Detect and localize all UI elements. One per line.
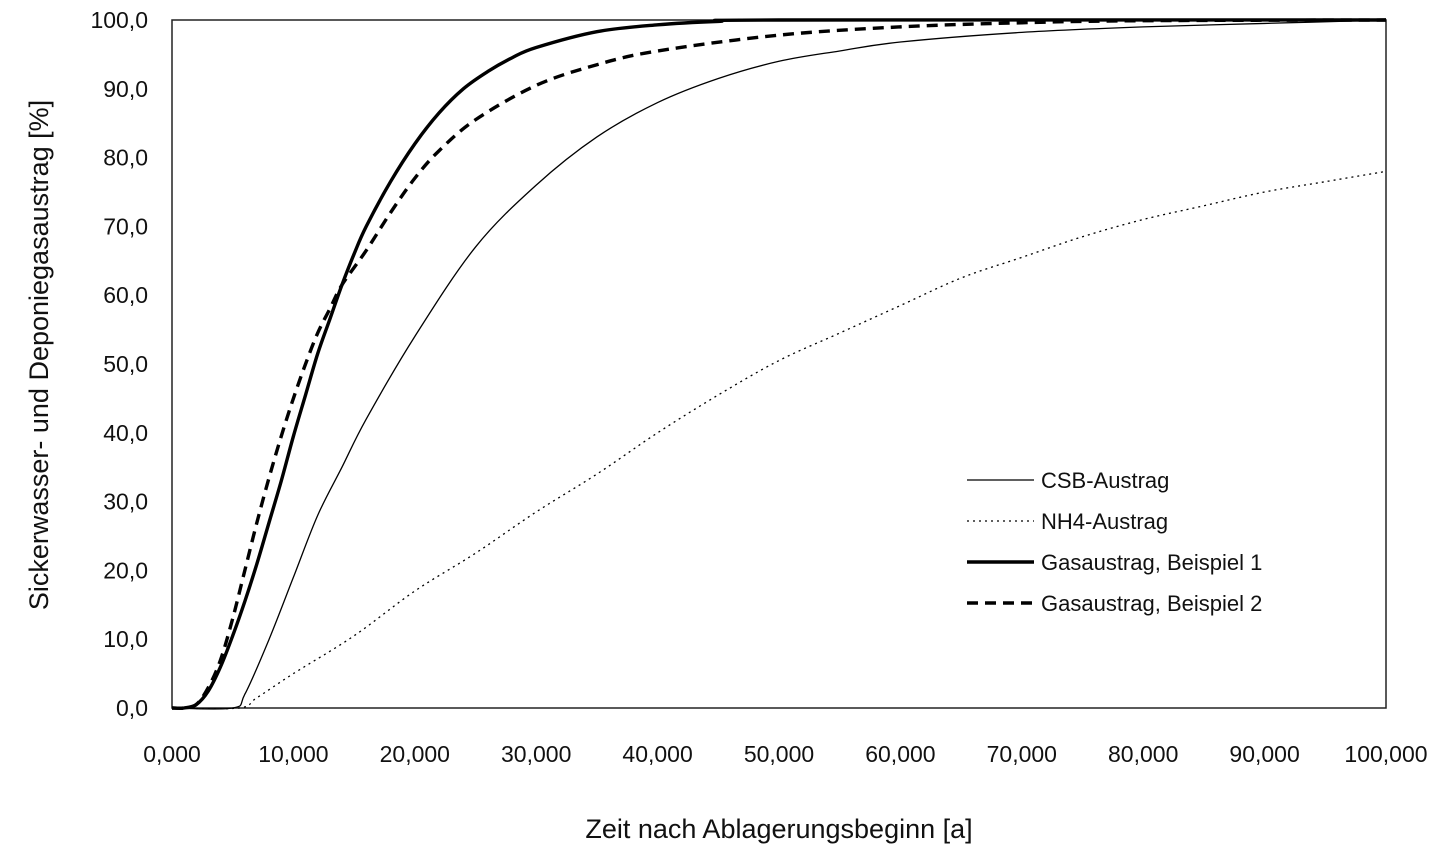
y-tick-label: 70,0 <box>103 213 148 239</box>
x-tick-label: 10,000 <box>258 741 328 767</box>
legend-label: Gasaustrag, Beispiel 1 <box>1041 550 1262 575</box>
series-layer <box>171 18 1387 710</box>
y-tick-label: 30,0 <box>103 489 148 515</box>
legend-label: NH4-Austrag <box>1041 509 1168 534</box>
x-tick-label: 80,000 <box>1108 741 1178 767</box>
legend-label: CSB-Austrag <box>1041 468 1169 493</box>
x-tick-label: 40,000 <box>622 741 692 767</box>
y-tick-label: 40,0 <box>103 420 148 446</box>
legend-label: Gasaustrag, Beispiel 2 <box>1041 591 1262 616</box>
series-line-1 <box>171 19 1387 710</box>
x-tick-label: 20,000 <box>380 741 450 767</box>
y-tick-label: 0,0 <box>116 695 148 721</box>
y-tick-label: 10,0 <box>103 626 148 652</box>
x-tick-label: 100,000 <box>1344 741 1427 767</box>
y-axis-title: Sickerwasser- und Deponiegasaustrag [%] <box>24 100 54 610</box>
x-tick-label: 0,000 <box>143 741 201 767</box>
x-axis-title: Zeit nach Ablagerungsbeginn [a] <box>585 814 972 844</box>
x-tick-label: 50,000 <box>744 741 814 767</box>
y-tick-label: 20,0 <box>103 557 148 583</box>
x-tick-label: 70,000 <box>987 741 1057 767</box>
y-tick-label: 80,0 <box>103 145 148 171</box>
y-tick-label: 90,0 <box>103 76 148 102</box>
x-tick-label: 30,000 <box>501 741 571 767</box>
x-tick-label: 90,000 <box>1229 741 1299 767</box>
series-line-4 <box>171 18 1387 710</box>
series-line-3 <box>171 18 1387 710</box>
x-tick-labels: 0,000 10,000 20,000 30,000 40,000 50,000 60,00… <box>143 741 1427 767</box>
y-tick-label: 60,0 <box>103 282 148 308</box>
y-tick-labels: 0,0 10,0 20,0 30,0 40,0 50,0 60,0 70,0 80,0 90,0 1… <box>90 7 148 721</box>
y-tick-label: 50,0 <box>103 351 148 377</box>
legend: CSB-Austrag NH4-Austrag Gasaustrag, Beispi… <box>967 468 1262 616</box>
x-tick-label: 60,000 <box>865 741 935 767</box>
y-tick-label: 100,0 <box>90 7 148 33</box>
